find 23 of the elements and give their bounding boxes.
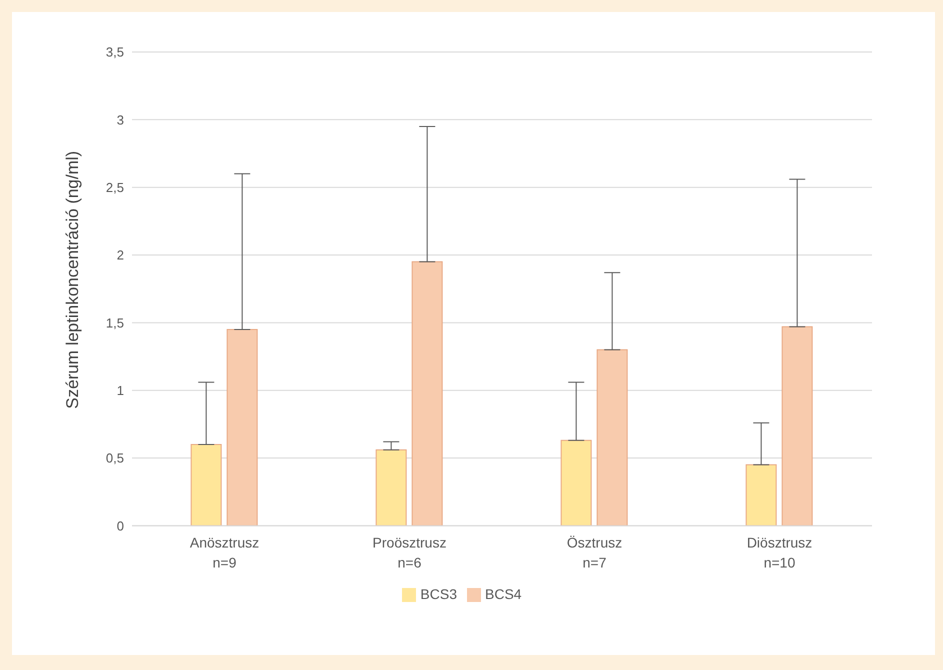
bar [190,444,222,526]
bar [226,328,258,526]
y-axis-title: Szérum leptinkoncentráció (ng/ml) [63,150,82,409]
bar [560,440,592,526]
y-tick-label: 2 [116,248,124,263]
y-tick-label: 0,5 [106,450,124,466]
bar [746,464,777,526]
x-tick-label: Ösztrusz n=7 [566,534,622,571]
bar [782,326,813,526]
y-tick-label: 1,5 [106,315,124,330]
x-tick-label: Diösztrusz n=10 [746,534,812,571]
legend-label: BCS4 [485,586,522,602]
y-tick-label: 3 [116,112,124,128]
y-tick-label: 1 [116,382,124,398]
legend-label: BCS3 [420,586,457,602]
y-tick-label: 2,5 [106,180,124,195]
y-tick-label: 3,5 [106,44,124,60]
x-tick-label: Anösztrusz n=9 [190,534,260,571]
x-tick-label: Proösztrusz n=6 [372,534,446,571]
y-tick-label: 0 [116,518,124,534]
bar [596,349,628,526]
bar [412,261,443,526]
bar [376,449,407,526]
